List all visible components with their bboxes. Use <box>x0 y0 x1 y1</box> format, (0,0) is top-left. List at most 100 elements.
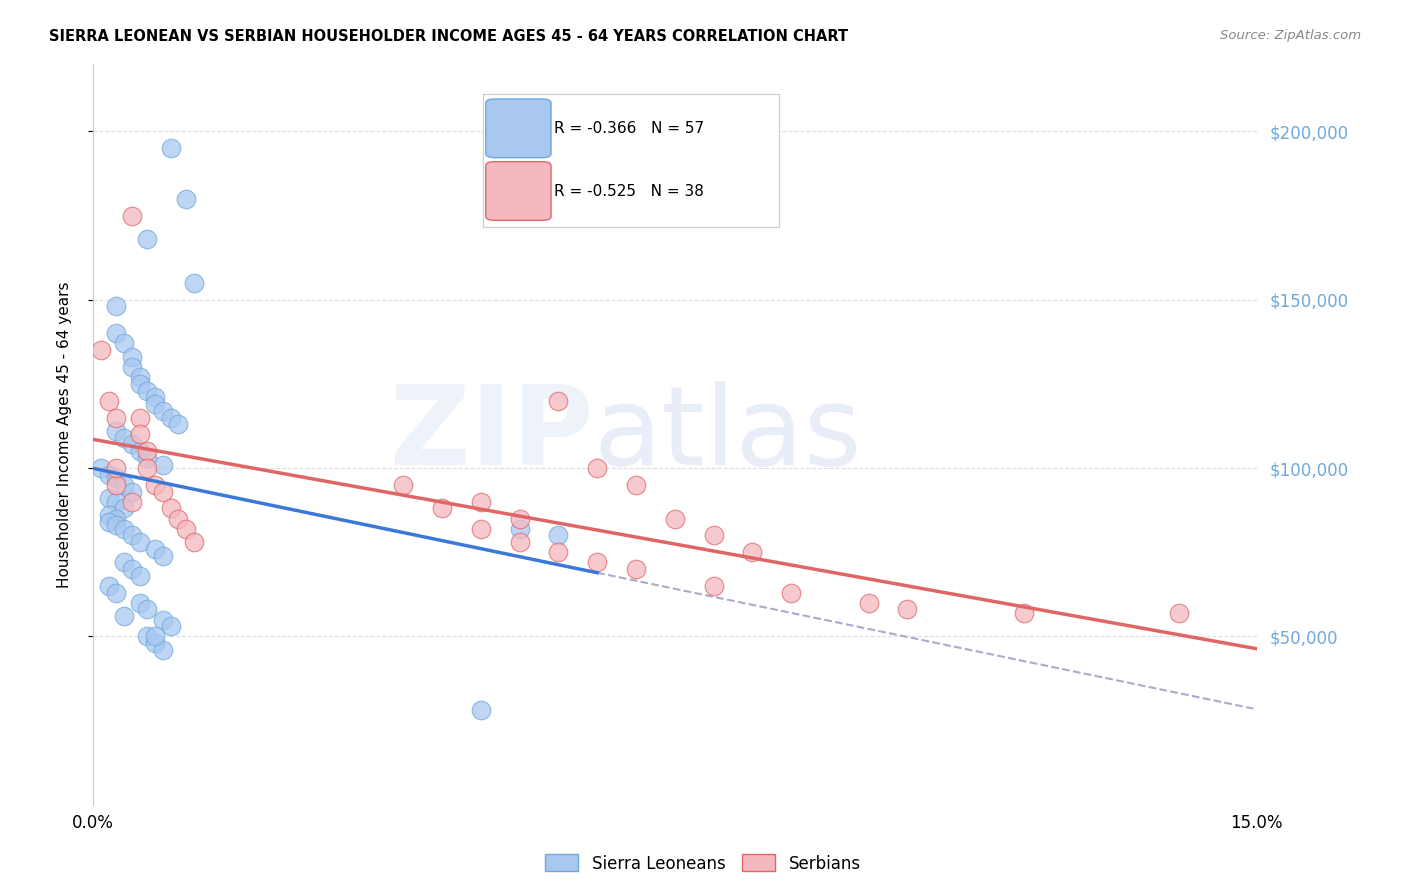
Point <box>112 431 135 445</box>
Point <box>470 494 492 508</box>
Point <box>121 437 143 451</box>
Point <box>112 478 135 492</box>
Point <box>112 501 135 516</box>
Y-axis label: Householder Income Ages 45 - 64 years: Householder Income Ages 45 - 64 years <box>58 281 72 588</box>
Point <box>136 629 159 643</box>
Point <box>143 629 166 643</box>
Point <box>183 276 205 290</box>
Point <box>1012 606 1035 620</box>
Point <box>509 522 531 536</box>
Point <box>128 410 150 425</box>
Point <box>121 528 143 542</box>
Point <box>586 555 609 569</box>
Point <box>97 491 120 506</box>
Point <box>105 478 128 492</box>
Point <box>105 424 128 438</box>
Point <box>121 350 143 364</box>
Point <box>430 501 453 516</box>
Point <box>105 410 128 425</box>
Point <box>143 397 166 411</box>
Point <box>136 232 159 246</box>
Point <box>105 471 128 485</box>
Point <box>152 549 174 563</box>
Point <box>97 467 120 482</box>
Point <box>112 609 135 624</box>
Point <box>547 393 569 408</box>
Point <box>136 461 159 475</box>
Point <box>143 478 166 492</box>
Point <box>392 478 415 492</box>
Point <box>152 613 174 627</box>
Point <box>121 209 143 223</box>
Point <box>136 444 159 458</box>
Text: atlas: atlas <box>593 381 862 488</box>
Point <box>105 494 128 508</box>
Point <box>143 390 166 404</box>
Point <box>136 602 159 616</box>
Point <box>128 535 150 549</box>
Text: SIERRA LEONEAN VS SERBIAN HOUSEHOLDER INCOME AGES 45 - 64 YEARS CORRELATION CHAR: SIERRA LEONEAN VS SERBIAN HOUSEHOLDER IN… <box>49 29 848 44</box>
Point <box>1168 606 1191 620</box>
Point <box>152 404 174 418</box>
Point <box>780 585 803 599</box>
Point <box>105 461 128 475</box>
Point <box>624 562 647 576</box>
Point <box>470 703 492 717</box>
Point <box>152 642 174 657</box>
Point <box>90 343 112 358</box>
Point <box>896 602 918 616</box>
Point <box>128 568 150 582</box>
Point <box>105 585 128 599</box>
Point <box>90 461 112 475</box>
Point <box>112 555 135 569</box>
Point <box>97 579 120 593</box>
Point <box>121 494 143 508</box>
Point <box>152 458 174 472</box>
Point <box>470 522 492 536</box>
Point <box>159 619 181 633</box>
Point <box>664 511 686 525</box>
Point <box>167 417 190 432</box>
Point <box>121 562 143 576</box>
Point <box>509 511 531 525</box>
Point <box>105 518 128 533</box>
Point <box>702 528 724 542</box>
Point <box>167 511 190 525</box>
Point <box>128 596 150 610</box>
Point <box>105 300 128 314</box>
Point <box>128 376 150 391</box>
Point <box>97 508 120 523</box>
Point <box>702 579 724 593</box>
Point <box>112 522 135 536</box>
Point <box>97 393 120 408</box>
Point <box>159 501 181 516</box>
Point <box>174 522 197 536</box>
Point <box>97 515 120 529</box>
Point <box>121 359 143 374</box>
Point <box>105 326 128 341</box>
Text: Source: ZipAtlas.com: Source: ZipAtlas.com <box>1220 29 1361 42</box>
Point <box>174 192 197 206</box>
Point <box>112 336 135 351</box>
Point <box>143 541 166 556</box>
Point <box>547 528 569 542</box>
Point <box>143 636 166 650</box>
Point <box>741 545 763 559</box>
Point <box>586 461 609 475</box>
Point <box>159 410 181 425</box>
Point <box>128 370 150 384</box>
Point <box>128 427 150 442</box>
Point <box>547 545 569 559</box>
Point <box>105 511 128 525</box>
Point <box>624 478 647 492</box>
Text: ZIP: ZIP <box>389 381 593 488</box>
Point <box>183 535 205 549</box>
Point <box>121 484 143 499</box>
Point <box>128 444 150 458</box>
Point <box>509 535 531 549</box>
Point <box>858 596 880 610</box>
Point <box>136 450 159 465</box>
Legend: Sierra Leoneans, Serbians: Sierra Leoneans, Serbians <box>538 847 868 880</box>
Point <box>152 484 174 499</box>
Point <box>159 141 181 155</box>
